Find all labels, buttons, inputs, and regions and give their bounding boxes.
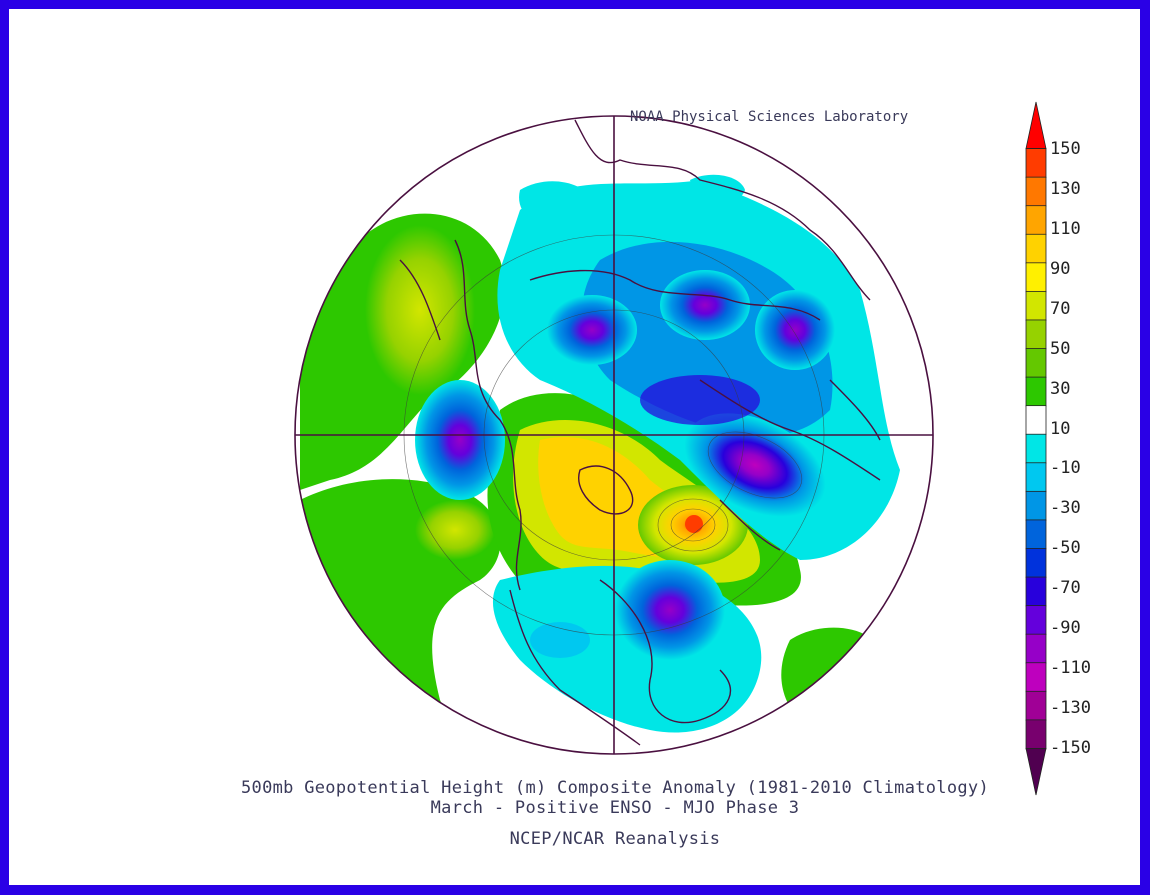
title-line-2: March - Positive ENSO - MJO Phase 3 bbox=[430, 798, 800, 818]
colorbar-tick-label: 150 bbox=[1050, 138, 1081, 159]
colorbar-tick-label: -150 bbox=[1050, 738, 1091, 759]
colorbar-swatch bbox=[1025, 405, 1047, 436]
colorbar-swatch bbox=[1025, 262, 1047, 293]
colorbar-swatch bbox=[1025, 548, 1047, 578]
colorbar-swatch bbox=[1025, 348, 1047, 378]
credit-label: NOAA Physical Sciences Laboratory bbox=[630, 109, 909, 125]
colorbar-swatch bbox=[1025, 662, 1047, 693]
colorbar-tick-label: -10 bbox=[1050, 458, 1081, 479]
colorbar-tick-label: 110 bbox=[1050, 218, 1081, 239]
colorbar-tick-label: 10 bbox=[1050, 418, 1071, 439]
colorbar-swatch bbox=[1025, 176, 1047, 207]
colorbar-swatch bbox=[1025, 690, 1047, 721]
colorbar-swatch bbox=[1025, 576, 1047, 607]
colorbar-tick-label: 130 bbox=[1050, 178, 1081, 199]
colorbar-swatch bbox=[1025, 233, 1047, 264]
colorbar-swatch bbox=[1025, 633, 1047, 664]
colorbar-swatch bbox=[1025, 519, 1047, 550]
colorbar-swatch bbox=[1025, 205, 1047, 236]
colorbar-swatch bbox=[1025, 376, 1047, 407]
colorbar-swatch bbox=[1025, 319, 1047, 350]
colorbar-tick-label: 30 bbox=[1050, 378, 1071, 399]
colorbar-swatch bbox=[1025, 490, 1047, 521]
colorbar-tick-label: 90 bbox=[1050, 258, 1071, 279]
colorbar-swatch bbox=[1025, 148, 1047, 179]
colorbar-tick-label: -30 bbox=[1050, 498, 1081, 519]
colorbar-tick-label: -130 bbox=[1050, 698, 1091, 719]
colorbar-tick-label: -110 bbox=[1050, 658, 1091, 679]
title-line-1: 500mb Geopotential Height (m) Composite … bbox=[241, 778, 989, 798]
colorbar-tick-label: -90 bbox=[1050, 618, 1081, 639]
colorbar-tick-label: -70 bbox=[1050, 578, 1081, 599]
source-label: NCEP/NCAR Reanalysis bbox=[509, 829, 721, 849]
colorbar-swatch bbox=[1025, 101, 1047, 149]
colorbar-tick-label: 70 bbox=[1050, 298, 1071, 319]
colorbar bbox=[1025, 101, 1047, 796]
colorbar-tick-label: 50 bbox=[1050, 338, 1071, 359]
colorbar-swatch bbox=[1025, 719, 1047, 750]
colorbar-swatch bbox=[1025, 433, 1047, 464]
colorbar-swatch bbox=[1025, 290, 1047, 321]
colorbar-swatch bbox=[1025, 462, 1047, 493]
colorbar-tick-label: -50 bbox=[1050, 538, 1081, 559]
colorbar-swatch bbox=[1025, 748, 1047, 796]
colorbar-swatch bbox=[1025, 605, 1047, 636]
